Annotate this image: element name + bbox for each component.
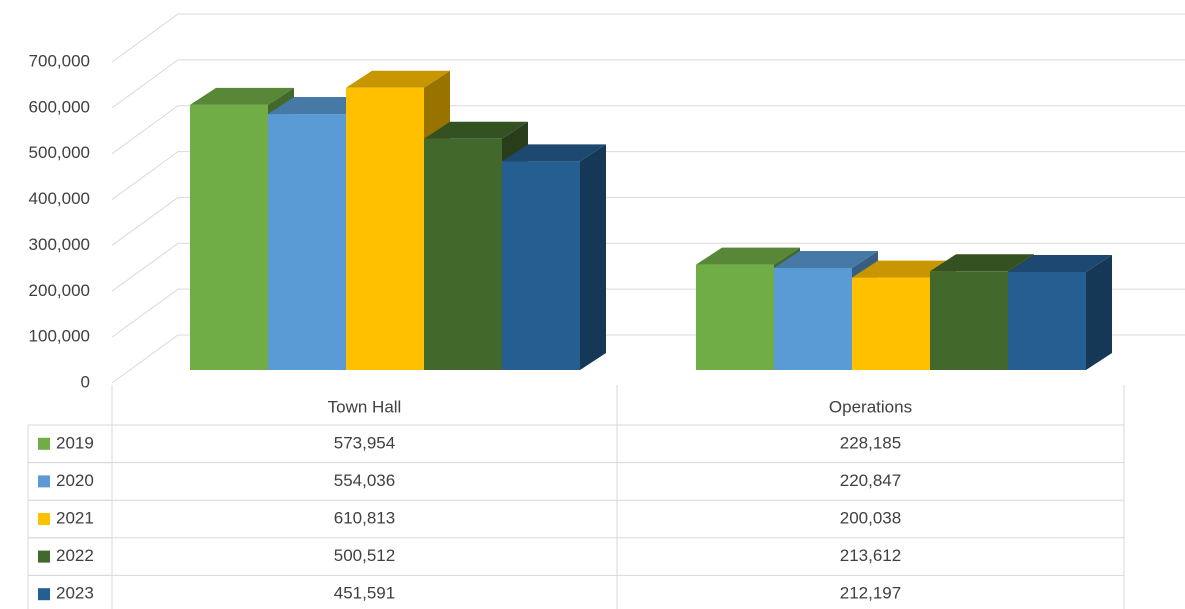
legend-swatch <box>38 513 50 525</box>
y-tick-label: 300,000 <box>29 235 90 254</box>
bar <box>852 277 930 370</box>
table-header: Town Hall <box>328 397 402 416</box>
bar-side <box>1086 254 1112 370</box>
legend-swatch <box>38 475 50 488</box>
y-tick-label: 600,000 <box>29 97 90 116</box>
bar-top <box>774 250 878 268</box>
bar-top <box>502 144 606 162</box>
y-tick-label: 400,000 <box>29 189 90 208</box>
table-value: 212,197 <box>840 584 901 603</box>
legend-label: 2022 <box>56 546 94 565</box>
table-value: 610,813 <box>334 508 395 527</box>
table-value: 228,185 <box>840 433 901 452</box>
bar <box>424 138 502 370</box>
legend-swatch <box>38 588 50 601</box>
table-value: 573,954 <box>334 433 395 452</box>
table-value: 500,512 <box>334 546 395 565</box>
legend-swatch <box>38 550 50 563</box>
bar <box>1008 271 1086 370</box>
bar-top <box>696 247 800 265</box>
table-value: 451,591 <box>334 584 395 603</box>
bar <box>346 87 424 371</box>
bar <box>930 271 1008 370</box>
bar-top <box>346 70 450 88</box>
legend-label: 2019 <box>56 433 94 452</box>
legend-label: 2020 <box>56 471 94 490</box>
bar-top <box>424 121 528 139</box>
bar-side <box>580 144 606 370</box>
legend-label: 2023 <box>56 584 94 603</box>
bar <box>774 267 852 370</box>
bar <box>696 264 774 370</box>
table-value: 554,036 <box>334 471 395 490</box>
bar <box>268 114 346 370</box>
grid-line <box>111 242 1185 292</box>
table-value: 200,038 <box>840 508 901 527</box>
y-tick-label: 100,000 <box>29 327 90 346</box>
y-tick-label: 0 <box>81 372 90 391</box>
table-value: 220,847 <box>840 471 901 490</box>
bar <box>190 104 268 370</box>
grid-line <box>111 13 1185 63</box>
y-tick-label: 200,000 <box>29 281 90 300</box>
grid-line <box>111 105 1185 155</box>
bar-top <box>930 254 1034 272</box>
bar-top <box>190 87 294 105</box>
bar <box>502 161 580 370</box>
y-tick-label: 700,000 <box>29 51 90 70</box>
grid-line <box>111 151 1185 200</box>
grid-line <box>111 59 1185 109</box>
legend-label: 2021 <box>56 508 94 527</box>
grid-line <box>111 196 1185 246</box>
legend-swatch <box>38 437 50 450</box>
bar-top <box>1008 254 1112 272</box>
y-tick-label: 500,000 <box>29 143 90 162</box>
table-value: 213,612 <box>840 546 901 565</box>
table-header: Operations <box>829 397 912 416</box>
